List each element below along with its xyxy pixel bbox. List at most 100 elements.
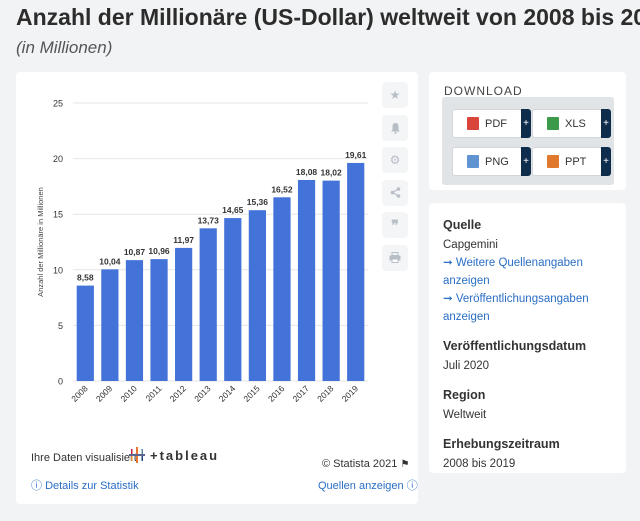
gear-icon: ⚙: [389, 153, 401, 167]
alert-button[interactable]: [382, 114, 408, 141]
print-button[interactable]: [382, 244, 408, 271]
bar-chart: 0 5 10 15 20 25 Anzahl der Millionäre in Milli…: [36, 99, 368, 404]
x-tick-label: 2014: [217, 383, 238, 404]
info-icon: ⓘ: [406, 480, 418, 492]
bar: [273, 197, 291, 381]
ppt-file-icon: [547, 155, 559, 168]
x-tick-label: 2010: [118, 383, 139, 404]
download-png-label: PNG: [485, 155, 509, 168]
y-tick-label: 15: [53, 210, 63, 220]
bar: [150, 259, 168, 381]
region-heading: Region: [443, 388, 486, 402]
x-tick-label: 2019: [340, 383, 361, 404]
plus-icon: +: [601, 109, 611, 138]
bell-icon: [390, 122, 400, 134]
data-label: 18,08: [296, 167, 318, 177]
copyright-text: © Statista 2021: [322, 458, 398, 470]
x-tick-label: 2008: [69, 383, 90, 404]
plus-icon: +: [601, 147, 611, 176]
x-tick-label: 2016: [266, 383, 287, 404]
tableau-cross-icon: [129, 447, 145, 463]
page-subtitle: (in Millionen): [16, 38, 113, 57]
bar: [199, 228, 217, 381]
data-label: 10,04: [99, 256, 121, 266]
tableau-logo[interactable]: +tableau: [128, 446, 219, 464]
info-icon: ⓘ: [31, 480, 42, 492]
data-label: 14,65: [222, 205, 244, 215]
publication-info-link[interactable]: ➞ Veröffentlichungsangaben anzeigen: [443, 293, 589, 323]
x-tick-label: 2012: [168, 383, 189, 404]
y-tick-label: 25: [53, 99, 63, 109]
sources-link[interactable]: Quellen anzeigen ⓘ: [318, 477, 418, 493]
pubdate-heading: Veröffentlichungsdatum: [443, 339, 587, 353]
download-title: DOWNLOAD: [444, 84, 523, 98]
data-label: 8,58: [77, 273, 94, 283]
x-tick-label: 2011: [143, 383, 163, 403]
x-tick-label: 2015: [241, 383, 262, 404]
download-card: DOWNLOAD PDF + XLS + PNG + PPT +: [429, 72, 626, 190]
pubdate-value: Juli 2020: [443, 360, 490, 372]
tableau-brand: +tableau: [150, 447, 220, 463]
download-ppt-label: PPT: [565, 155, 587, 168]
bar: [322, 180, 340, 381]
chart-toolbar: ★ ⚙ ❞: [382, 82, 408, 277]
bar: [248, 210, 266, 381]
y-axis-label: Anzahl der Millionäre in Millionen: [36, 187, 45, 297]
x-tick-label: 2017: [291, 383, 312, 404]
tableau-caption: Ihre Daten visualisiert: [31, 452, 137, 464]
data-label: 18,02: [320, 168, 342, 178]
xls-file-icon: [547, 117, 559, 130]
y-tick-label: 20: [53, 154, 63, 164]
png-file-icon: [467, 155, 479, 168]
download-xls-button[interactable]: XLS +: [532, 109, 611, 138]
bar: [125, 260, 144, 381]
favorite-button[interactable]: ★: [382, 82, 408, 108]
details-link-label: Details zur Statistik: [45, 480, 139, 492]
plus-icon: +: [521, 109, 531, 138]
share-icon: [390, 187, 400, 198]
y-tick-label: 0: [58, 377, 63, 387]
source-info-card: Quelle Capgemini ➞ Weitere Quellenangabe…: [429, 203, 626, 473]
details-link[interactable]: ⓘ Details zur Statistik: [31, 477, 139, 493]
data-label: 11,97: [173, 235, 194, 245]
data-label: 10,96: [148, 246, 170, 256]
x-tick-label: 2018: [315, 383, 336, 404]
settings-button[interactable]: ⚙: [382, 147, 408, 173]
share-button[interactable]: [382, 179, 408, 206]
download-png-button[interactable]: PNG +: [452, 147, 531, 176]
download-pdf-label: PDF: [485, 117, 507, 130]
quote-icon: ❞: [391, 216, 399, 233]
pdf-file-icon: [467, 117, 479, 130]
sources-link-label: Quellen anzeigen: [318, 480, 404, 492]
data-label: 13,73: [198, 215, 220, 225]
source-value: Capgemini: [443, 239, 498, 251]
plus-icon: +: [521, 147, 531, 176]
bar: [297, 179, 316, 381]
source-heading: Quelle: [443, 218, 482, 232]
data-label: 15,36: [247, 197, 269, 207]
region-value: Weltweit: [443, 409, 487, 421]
y-tick-label: 5: [58, 321, 63, 331]
more-sources-link[interactable]: ➞ Weitere Quellenangaben anzeigen: [443, 257, 583, 287]
flag-icon: ⚑: [400, 459, 410, 470]
download-grid: PDF + XLS + PNG + PPT +: [442, 97, 614, 185]
download-pdf-button[interactable]: PDF +: [452, 109, 531, 138]
bar: [101, 269, 119, 381]
download-ppt-button[interactable]: PPT +: [532, 147, 611, 176]
x-tick-label: 2013: [192, 383, 213, 404]
chart-card: 0 5 10 15 20 25 Anzahl der Millionäre in Milli…: [16, 72, 418, 504]
data-label: 19,61: [345, 150, 367, 160]
bar: [175, 247, 193, 381]
copyright: © Statista 2021 ⚑: [322, 458, 409, 470]
bar: [76, 285, 94, 381]
print-icon: [389, 252, 401, 263]
cite-button[interactable]: ❞: [382, 212, 408, 238]
star-icon: ★: [389, 88, 401, 102]
period-heading: Erhebungszeitraum: [443, 437, 560, 451]
data-label: 16,52: [271, 184, 293, 194]
bar: [347, 162, 365, 381]
y-tick-label: 10: [53, 265, 63, 275]
bar: [224, 218, 242, 381]
page-title: Anzahl der Millionäre (US-Dollar) weltwe…: [16, 4, 640, 30]
download-xls-label: XLS: [565, 117, 586, 130]
